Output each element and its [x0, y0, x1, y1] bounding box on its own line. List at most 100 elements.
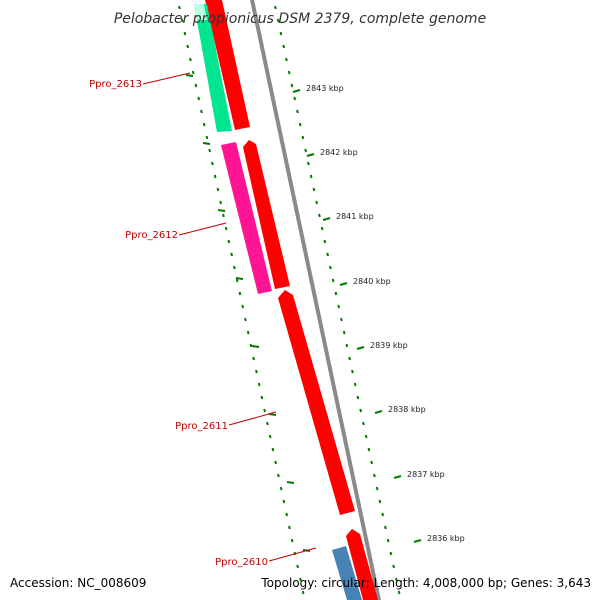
ruler-tick	[279, 486, 283, 491]
ruler-tick	[384, 525, 387, 530]
ruler-tick	[351, 369, 354, 374]
ruler-label-2840-kbp: 2840 kbp	[353, 277, 391, 286]
ruler-tick	[285, 512, 289, 517]
ruler-tick	[255, 369, 258, 374]
ruler-tick	[312, 187, 316, 192]
ruler-tick	[342, 330, 346, 335]
ruler-tick	[323, 239, 327, 244]
ruler-tick	[334, 291, 338, 296]
accession-text: Accession: NC_008609	[10, 576, 146, 590]
ruler-major-tick	[217, 209, 226, 212]
map-title: Pelobacter propionicus DSM 2379, complet…	[114, 11, 486, 27]
ruler-tick	[194, 83, 198, 88]
ruler-tick	[301, 590, 305, 595]
ruler-tick	[274, 5, 277, 10]
ruler-tick	[348, 356, 352, 361]
gene-Ppro_2612-bar	[221, 142, 272, 294]
ruler-tick	[219, 200, 223, 205]
ruler-tick	[260, 395, 264, 400]
ruler-tick	[392, 564, 396, 569]
ruler-tick	[235, 278, 239, 283]
ruler-tick	[288, 525, 291, 530]
ruler-tick	[329, 265, 332, 270]
ruler-tick	[331, 278, 335, 283]
gene-label-Ppro_2611: Ppro_2611	[175, 421, 228, 432]
ruler-tick	[298, 122, 302, 127]
ruler-tick	[233, 265, 236, 270]
cds-arrow-2842	[243, 140, 290, 289]
ruler-tick	[180, 18, 184, 23]
ruler-major-tick	[286, 481, 295, 484]
ruler-label-2842-kbp: 2842 kbp	[320, 148, 358, 157]
ruler-tick	[202, 122, 206, 127]
ruler-major-tick	[339, 282, 348, 286]
ruler-tick	[337, 304, 341, 309]
ruler-tick	[252, 356, 256, 361]
ruler-tick	[246, 330, 250, 335]
ruler-tick	[309, 174, 313, 179]
ruler-tick	[186, 44, 190, 49]
ruler-major-tick	[322, 217, 331, 221]
ruler-tick	[315, 200, 319, 205]
ruler-tick	[279, 31, 283, 36]
ruler-major-tick	[413, 539, 422, 543]
ruler-tick	[340, 317, 343, 322]
ruler-major-tick	[185, 74, 194, 77]
ruler-tick	[296, 564, 300, 569]
ruler-tick	[183, 31, 187, 36]
ruler-tick	[356, 395, 360, 400]
ruler-labels: 2843 kbp 2842 kbp 2841 kbp 2840 kbp 2839 kbp…	[292, 84, 465, 543]
ruler-tick	[282, 44, 286, 49]
ruler-tick	[290, 538, 294, 543]
gene-Ppro_2613-bar	[194, 4, 232, 132]
ruler-tick	[211, 161, 214, 166]
ruler-tick	[285, 57, 288, 62]
ruler-tick	[320, 226, 324, 231]
ruler-tick	[282, 499, 286, 504]
ruler-major-tick	[235, 277, 244, 280]
ruler-tick	[373, 473, 376, 478]
ruler-tick	[213, 174, 217, 179]
ruler-tick	[197, 96, 201, 101]
gene-labels: Ppro_2613 Ppro_2612 Ppro_2611 Ppro_2610	[89, 72, 317, 568]
ruler-tick	[257, 382, 261, 387]
ruler-tick	[238, 291, 242, 296]
gene-leader-line	[268, 547, 317, 562]
ruler-tick	[290, 83, 294, 88]
ruler-tick	[304, 148, 308, 153]
gene-Ppro_2610-bar	[332, 546, 362, 600]
ruler-tick	[200, 109, 203, 114]
ruler-tick	[241, 304, 245, 309]
ruler-tick	[301, 135, 305, 140]
ruler-tick	[271, 447, 275, 452]
ruler-tick	[389, 551, 393, 556]
ruler-label-2843-kbp: 2843 kbp	[306, 84, 344, 93]
genome-backbone	[250, 0, 381, 600]
ruler-label-2837-kbp: 2837 kbp	[407, 470, 445, 479]
gene-leader-line	[142, 72, 191, 85]
ruler-tick	[287, 70, 291, 75]
ruler-tick	[370, 460, 374, 465]
ruler-tick	[277, 473, 280, 478]
ruler-tick	[178, 5, 181, 10]
ruler-tick	[397, 590, 401, 595]
ruler-tick	[296, 109, 299, 114]
ruler-major-tick	[251, 345, 260, 348]
ruler-tick	[353, 382, 357, 387]
ruler-label-2836-kbp: 2836 kbp	[427, 534, 465, 543]
gene-label-Ppro_2610: Ppro_2610	[215, 557, 268, 568]
ruler-tick	[244, 317, 247, 322]
ruler-tick	[378, 499, 382, 504]
ruler-tick	[274, 460, 278, 465]
ruler-major-tick	[306, 153, 315, 157]
ruler-tick	[189, 57, 192, 62]
gene-label-Ppro_2612: Ppro_2612	[125, 230, 178, 241]
ruler-tick	[381, 512, 385, 517]
gene-leader-line	[178, 222, 227, 236]
ruler-tick	[216, 187, 220, 192]
ruler-tick	[345, 343, 349, 348]
cds-arrow-top	[205, 0, 250, 130]
ruler-tick	[191, 70, 195, 75]
ruler-tick	[364, 434, 368, 439]
